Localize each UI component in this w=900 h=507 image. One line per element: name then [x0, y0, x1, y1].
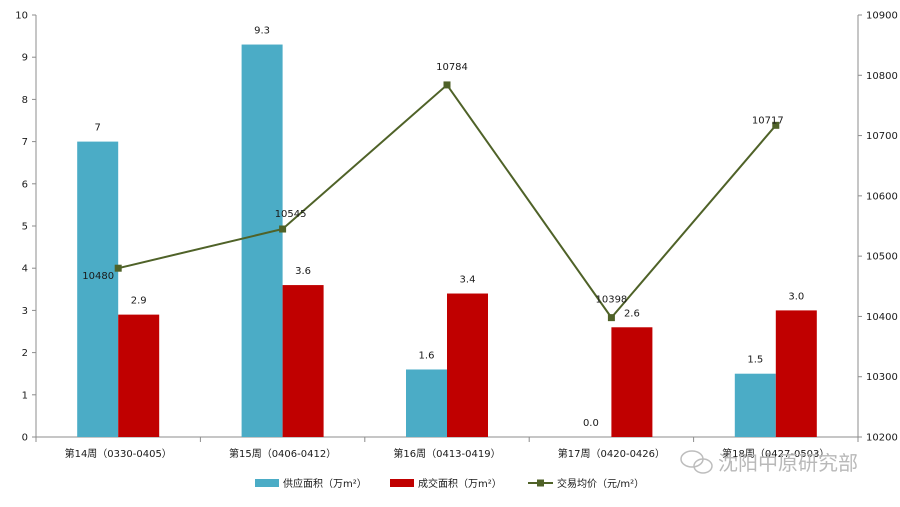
price-marker	[772, 121, 780, 129]
supply-bar	[406, 369, 447, 437]
supply-data-label: 0.0	[583, 418, 599, 429]
x-category-label: 第14周（0330-0405）	[65, 447, 172, 460]
left-tick-label: 10	[15, 11, 28, 22]
price-data-label: 10480	[82, 271, 114, 282]
deal-data-label: 3.6	[295, 266, 311, 277]
supply-data-label: 1.6	[419, 350, 435, 361]
legend-label-supply: 供应面积（万m²）	[283, 477, 367, 490]
right-tick-label: 10200	[866, 433, 898, 444]
supply-bar	[241, 44, 283, 437]
deal-data-label: 2.9	[131, 296, 147, 307]
supply-data-label: 1.5	[747, 355, 763, 366]
left-tick-label: 1	[22, 390, 28, 401]
deal-data-label: 3.0	[788, 291, 804, 302]
left-tick-label: 5	[22, 222, 28, 233]
price-marker	[607, 314, 615, 322]
x-category-label: 第15周（0406-0412）	[229, 447, 336, 460]
watermark-text: 沈阳中原研究部	[718, 451, 858, 475]
left-tick-label: 8	[22, 95, 28, 106]
legend-marker-price	[537, 479, 544, 487]
right-tick-label: 10700	[866, 131, 898, 142]
price-data-label: 10545	[275, 209, 307, 220]
deal-data-label: 3.4	[460, 275, 476, 286]
wechat-logo-icon-bubble	[693, 458, 713, 474]
price-marker	[443, 81, 451, 89]
right-tick-label: 10400	[866, 312, 898, 323]
deal-bar	[775, 310, 817, 437]
deal-bar	[282, 285, 324, 437]
price-data-label: 10717	[752, 115, 784, 126]
supply-data-label: 9.3	[254, 26, 270, 37]
left-tick-label: 7	[22, 137, 28, 148]
supply-bar	[77, 141, 119, 437]
price-marker	[114, 264, 122, 272]
legend-swatch-supply	[255, 479, 279, 487]
right-tick-label: 10600	[866, 191, 898, 202]
left-tick-label: 6	[22, 179, 28, 190]
price-line	[117, 83, 777, 320]
deal-data-label: 2.6	[624, 308, 640, 319]
supply-bar	[734, 373, 776, 437]
x-category-label: 第18周（0427-0503）	[722, 447, 829, 460]
left-tick-label: 3	[22, 306, 28, 317]
left-tick-label: 4	[22, 264, 28, 275]
x-category-label: 第16周（0413-0419）	[393, 447, 500, 460]
right-tick-label: 10500	[866, 252, 898, 263]
left-tick-label: 2	[22, 348, 28, 359]
legend-label-price: 交易均价（元/m²）	[557, 477, 644, 490]
legend-swatch-deal	[390, 479, 414, 487]
legend-label-deal: 成交面积（万m²）	[418, 477, 502, 490]
left-tick-label: 9	[22, 53, 28, 64]
right-tick-label: 10900	[866, 11, 898, 22]
deal-bar	[118, 314, 160, 437]
price-data-label: 10398	[595, 295, 627, 306]
x-category-label: 第17周（0420-0426）	[558, 447, 665, 460]
supply-data-label: 7	[95, 123, 101, 134]
right-tick-label: 10800	[866, 71, 898, 82]
left-tick-label: 0	[22, 433, 28, 444]
price-marker	[279, 225, 287, 233]
deal-bar	[611, 327, 653, 437]
right-tick-label: 10300	[866, 372, 898, 383]
price-data-label: 10784	[436, 62, 468, 73]
deal-bar	[447, 293, 488, 437]
